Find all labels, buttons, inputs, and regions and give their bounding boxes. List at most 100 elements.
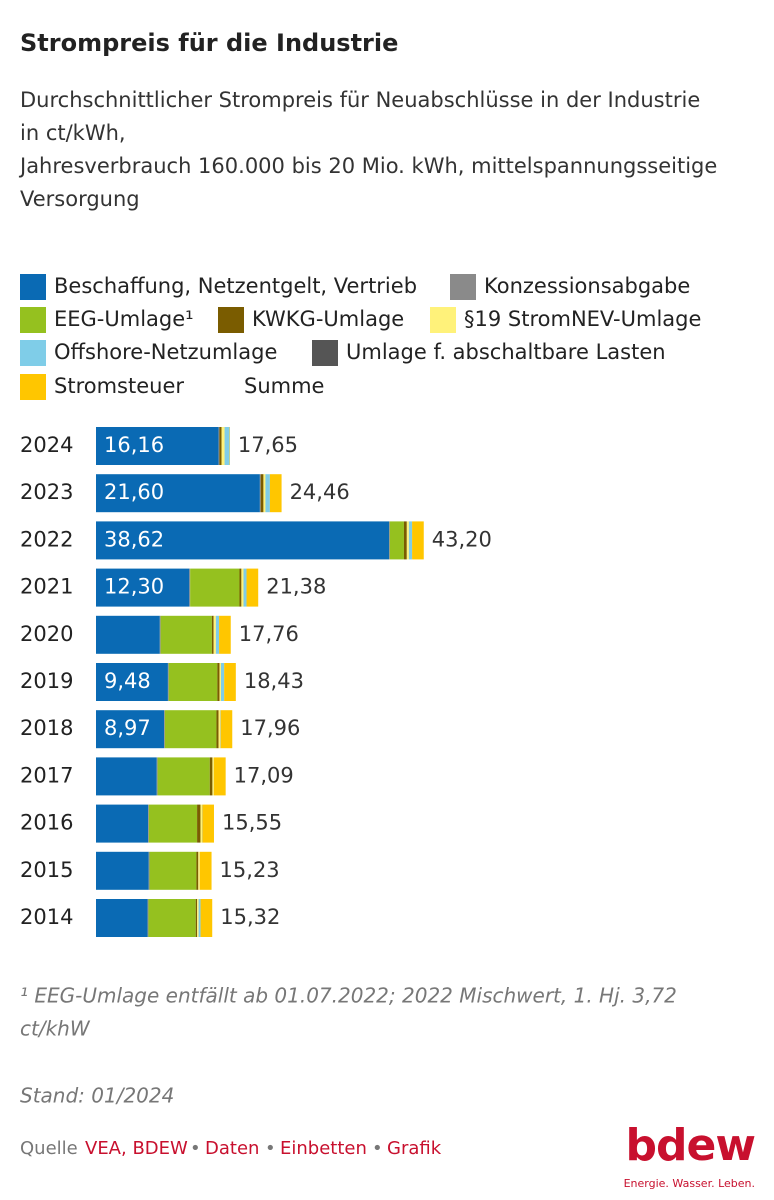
y-tick-label: 2018: [20, 716, 73, 740]
total-label: 18,43: [244, 669, 304, 693]
y-tick-label: 2017: [20, 763, 73, 787]
separator: •: [265, 1138, 276, 1159]
bar-segment: [96, 663, 168, 701]
bar-segment: [246, 568, 259, 607]
bar-segment: [190, 568, 240, 607]
y-tick-label: 2023: [20, 480, 73, 504]
legend-label: Stromsteuer: [54, 374, 184, 398]
bar-label: 16,16: [104, 433, 164, 457]
total-label: 15,55: [222, 811, 282, 835]
legend-swatch: [450, 274, 476, 300]
footnote: ¹ EEG-Umlage entfällt ab 01.07.2022; 202…: [20, 984, 677, 1008]
total-label: 43,20: [432, 527, 492, 551]
subtitle: Jahresverbrauch 160.000 bis 20 Mio. kWh,…: [18, 154, 717, 178]
bar-segment: [148, 899, 196, 937]
bar-segment: [211, 615, 214, 654]
bar-segment: [215, 615, 220, 654]
bar-label: 8,97: [104, 716, 151, 740]
bar-segment: [224, 663, 236, 701]
legend-label: §19 StromNEV-Umlage: [464, 307, 701, 331]
bar-segment: [243, 568, 247, 607]
bar-segment: [96, 568, 190, 607]
bar-segment: [389, 521, 390, 560]
bar-segment: [198, 851, 200, 890]
source-link[interactable]: Einbetten: [280, 1138, 367, 1159]
y-tick-label: 2014: [20, 905, 73, 929]
y-tick-label: 2015: [20, 858, 73, 882]
bar-segment: [202, 804, 214, 843]
bar-label: 9,48: [104, 669, 151, 693]
bar-segment: [147, 899, 149, 937]
legend-label: Offshore-Netzumlage: [54, 340, 277, 364]
bar-segment: [96, 427, 219, 465]
y-tick-label: 2019: [20, 669, 73, 693]
bar-segment: [198, 899, 201, 937]
bar-segment: [224, 427, 230, 465]
total-label: 15,32: [220, 905, 280, 929]
bar-segment: [209, 757, 213, 796]
bar-segment: [220, 663, 225, 701]
bar-segment: [96, 804, 149, 843]
bar-segment: [219, 663, 221, 701]
bar-segment: [241, 568, 244, 607]
bar-segment: [148, 804, 198, 843]
bar-segment: [218, 427, 220, 465]
legend-swatch: [20, 274, 46, 300]
y-tick-label: 2016: [20, 811, 73, 835]
source-link[interactable]: Grafik: [387, 1138, 442, 1159]
bar-segment: [263, 474, 266, 513]
legend-label: Konzessionsabgabe: [484, 274, 690, 298]
bar-label: 12,30: [104, 575, 164, 599]
bar-segment: [96, 615, 160, 654]
legend-label: Summe: [244, 374, 324, 398]
total-label: 17,65: [238, 433, 298, 457]
subtitle: in ct/kWh,: [20, 121, 126, 145]
source-prefix: Quelle: [20, 1138, 78, 1159]
bar-segment: [199, 851, 212, 890]
bar-segment: [197, 804, 201, 843]
y-tick-label: 2022: [20, 527, 73, 551]
bar-segment: [149, 851, 197, 890]
bar-segment: [260, 474, 264, 513]
bar-segment: [220, 710, 233, 749]
y-tick-label: 2020: [20, 622, 73, 646]
legend-label: KWKG-Umlage: [252, 307, 404, 331]
bar-segment: [196, 851, 199, 890]
bar-segment: [200, 899, 213, 937]
bar-segment: [148, 804, 149, 843]
bar-segment: [164, 710, 217, 749]
bar-segment: [216, 710, 219, 749]
separator: •: [190, 1138, 201, 1159]
subtitle: Durchschnittlicher Strompreis für Neuabs…: [20, 88, 700, 112]
separator: •: [372, 1138, 383, 1159]
bar-segment: [156, 757, 158, 796]
bar-segment: [168, 663, 218, 701]
bar-segment: [239, 568, 242, 607]
legend-swatch: [20, 374, 46, 400]
bar-segment: [212, 757, 214, 796]
bar-segment: [148, 851, 150, 890]
legend-label: Beschaffung, Netzentgelt, Vertrieb: [54, 274, 417, 298]
bar-segment: [269, 474, 282, 513]
bar-label: 38,62: [104, 527, 164, 551]
bar-segment: [164, 710, 165, 749]
source-link[interactable]: Daten: [205, 1138, 259, 1159]
y-tick-label: 2021: [20, 575, 73, 599]
legend-label: EEG-Umlage¹: [54, 307, 194, 331]
stand: Stand: 01/2024: [20, 1084, 174, 1108]
bar-segment: [200, 804, 202, 843]
total-label: 17,76: [239, 622, 299, 646]
bar-segment: [197, 899, 199, 937]
footnote: ct/khW: [20, 1017, 91, 1041]
bar-segment: [96, 521, 390, 560]
logo: bdew: [626, 1120, 756, 1171]
bar-segment: [218, 710, 221, 749]
bar-segment: [412, 521, 424, 560]
legend-swatch: [430, 307, 456, 333]
subtitle: Versorgung: [20, 187, 140, 211]
source-link[interactable]: VEA, BDEW: [85, 1138, 188, 1159]
logo-tagline: Energie. Wasser. Leben.: [624, 1177, 755, 1190]
bar-segment: [217, 663, 220, 701]
bar-segment: [96, 899, 148, 937]
